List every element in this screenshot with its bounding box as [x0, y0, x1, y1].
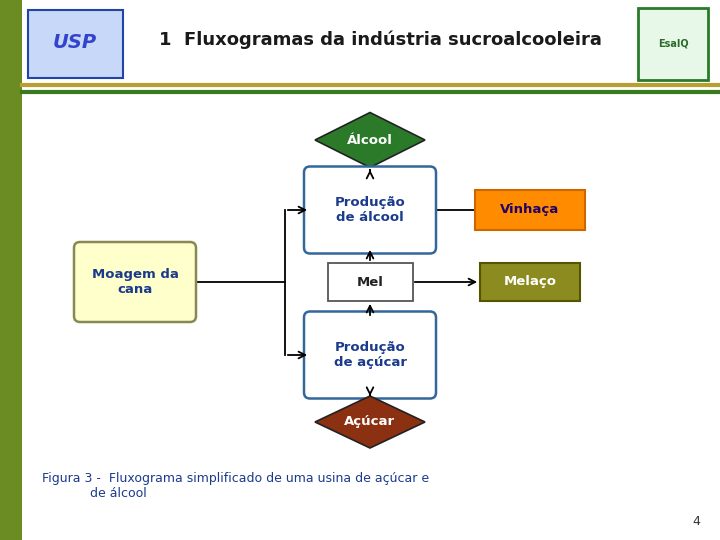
Text: Produção
de álcool: Produção de álcool — [335, 196, 405, 224]
Polygon shape — [315, 112, 425, 167]
Bar — [328, 263, 413, 301]
Bar — [0, 0, 22, 540]
Bar — [475, 190, 585, 230]
Bar — [638, 8, 708, 80]
Text: Açúcar: Açúcar — [344, 415, 395, 429]
Text: Produção
de açúcar: Produção de açúcar — [333, 341, 407, 369]
Text: Melaço: Melaço — [503, 275, 557, 288]
Text: Mel: Mel — [356, 275, 384, 288]
Bar — [28, 10, 123, 78]
Text: EsalQ: EsalQ — [657, 39, 688, 49]
Bar — [22, 0, 720, 85]
Text: Álcool: Álcool — [347, 133, 393, 146]
Text: 1  Fluxogramas da indústria sucroalcooleira: 1 Fluxogramas da indústria sucroalcoolei… — [158, 31, 601, 49]
FancyBboxPatch shape — [304, 166, 436, 253]
Polygon shape — [315, 396, 425, 448]
Bar — [480, 263, 580, 301]
Text: USP: USP — [53, 32, 97, 51]
Text: Figura 3 -  Fluxograma simplificado de uma usina de açúcar e
            de álco: Figura 3 - Fluxograma simplificado de um… — [42, 472, 429, 500]
Text: Moagem da
cana: Moagem da cana — [91, 268, 179, 296]
FancyBboxPatch shape — [74, 242, 196, 322]
Text: 4: 4 — [692, 515, 700, 528]
Text: Vinhaça: Vinhaça — [500, 204, 559, 217]
FancyBboxPatch shape — [304, 312, 436, 399]
